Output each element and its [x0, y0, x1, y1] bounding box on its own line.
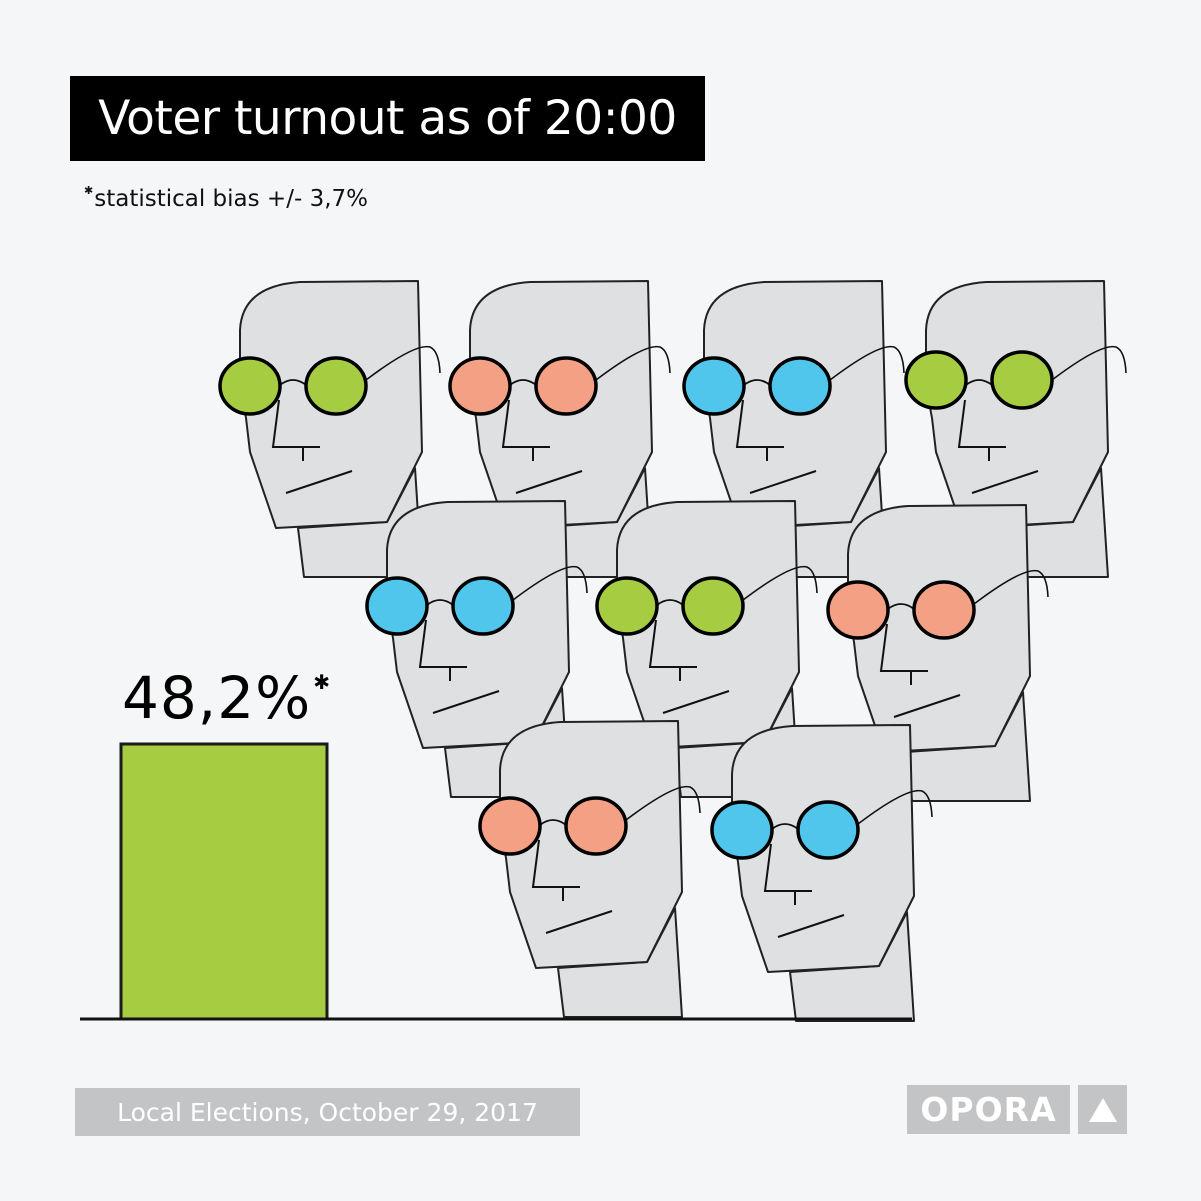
opora-logo-text: OPORA: [920, 1090, 1057, 1129]
asterisk-icon: ✱: [313, 670, 332, 694]
election-caption: Local Elections, October 29, 2017: [75, 1088, 580, 1136]
footnote-text: statistical bias +/- 3,7%: [94, 186, 368, 212]
head-front-1: [478, 720, 701, 1018]
bar-value-text: 48,2%: [122, 664, 312, 732]
triangle-up-icon: [1088, 1097, 1117, 1122]
footnote: ✱statistical bias +/- 3,7%: [84, 184, 368, 212]
chart-title-text: Voter turnout as of 20:00: [98, 91, 677, 146]
turnout-bar: [119, 742, 329, 1021]
election-caption-text: Local Elections, October 29, 2017: [117, 1097, 538, 1127]
opora-logo-mark: [1078, 1085, 1127, 1134]
opora-logo: OPORA: [907, 1085, 1070, 1134]
bar-value-label: 48,2% ✱: [122, 664, 331, 732]
head-front-2: [710, 724, 933, 1022]
asterisk-icon: ✱: [84, 184, 94, 197]
chart-title: Voter turnout as of 20:00: [70, 76, 705, 161]
